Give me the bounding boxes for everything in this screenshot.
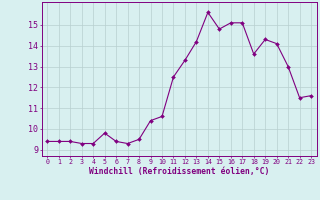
X-axis label: Windchill (Refroidissement éolien,°C): Windchill (Refroidissement éolien,°C) [89, 167, 269, 176]
